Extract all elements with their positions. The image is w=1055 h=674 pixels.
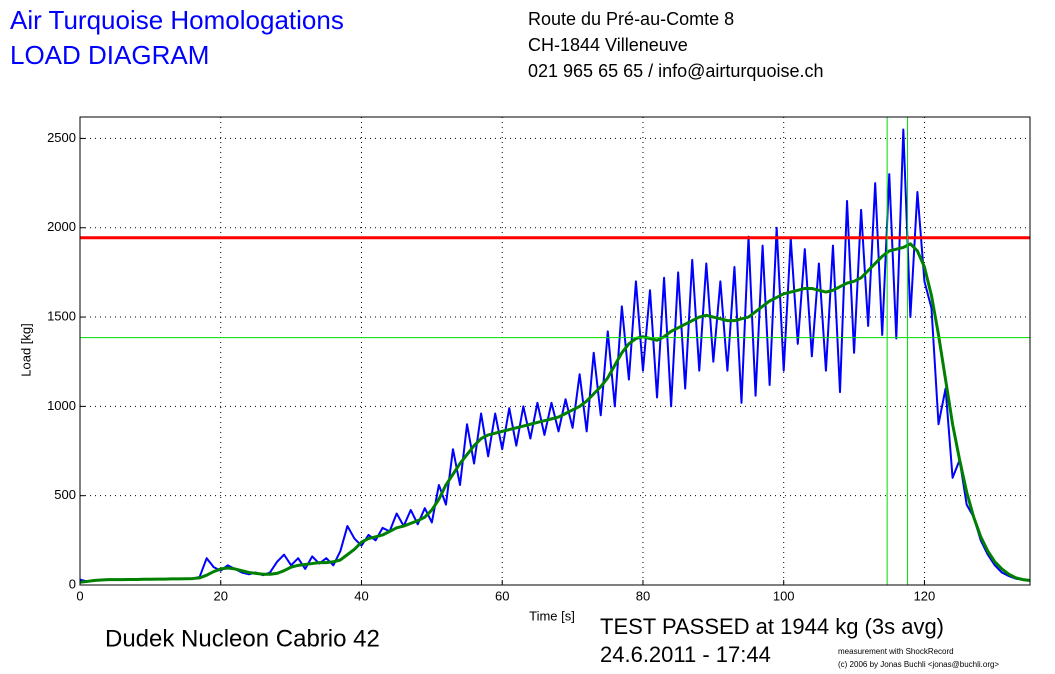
address: Route du Pré-au-Comte 8 — [528, 9, 734, 29]
address: 021 965 65 65 / info@airturquoise.ch — [528, 61, 823, 81]
x-axis-label: Time [s] — [529, 608, 575, 623]
credit: measurement with ShockRecord — [838, 647, 954, 656]
title: Air Turquoise Homologations — [10, 5, 344, 35]
y-tick-label: 0 — [69, 576, 76, 591]
plot-frame — [79, 116, 1031, 586]
y-axis-label: Load [kg] — [18, 323, 33, 377]
result: TEST PASSED at 1944 kg (3s avg) — [600, 614, 944, 639]
y-tick-label: 500 — [54, 487, 76, 502]
credit: (c) 2006 by Jonas Buchli <jonas@buchli.o… — [838, 660, 999, 669]
x-tick-label: 120 — [914, 588, 936, 603]
title: LOAD DIAGRAM — [10, 40, 209, 70]
x-tick-label: 80 — [636, 588, 650, 603]
y-tick-label: 2000 — [47, 219, 76, 234]
x-tick-label: 20 — [214, 588, 228, 603]
data-line — [79, 242, 1031, 584]
y-tick-label: 1000 — [47, 398, 76, 413]
y-tick-label: 1500 — [47, 308, 76, 323]
x-tick-label: 40 — [354, 588, 368, 603]
y-tick-label: 2500 — [47, 130, 76, 145]
wing-name: Dudek Nucleon Cabrio 42 — [105, 625, 380, 652]
x-tick-label: 0 — [76, 588, 83, 603]
x-tick-label: 60 — [495, 588, 509, 603]
plot-area — [80, 117, 1030, 585]
x-tick-label: 100 — [773, 588, 795, 603]
plot: 0 500 1000 1500 2000 2500 0 20 40 60 80 100 120 — [47, 116, 1031, 603]
date: 24.6.2011 - 17:44 — [600, 642, 771, 667]
address: CH-1844 Villeneuve — [528, 35, 688, 55]
